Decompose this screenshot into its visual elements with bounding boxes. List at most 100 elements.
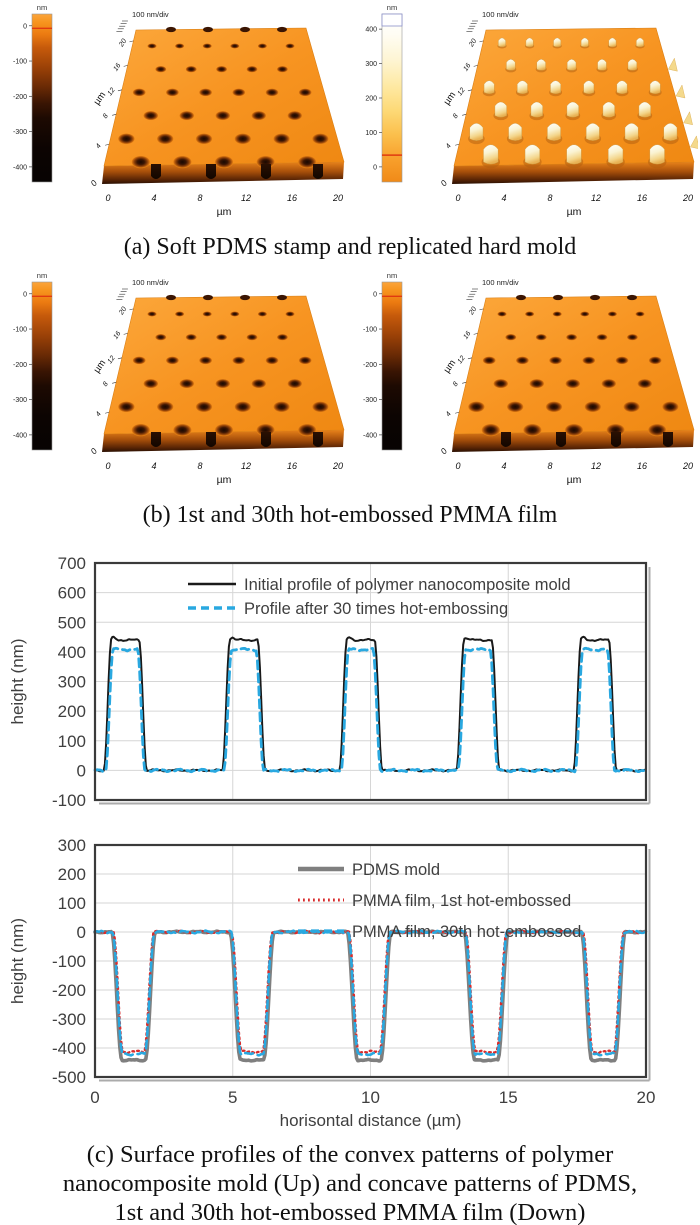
svg-text:-400: -400: [52, 1039, 86, 1058]
legend: PDMS mold PMMA film, 1st hot-embossed PMMA…: [298, 861, 581, 941]
svg-text:-100: -100: [52, 791, 86, 810]
svg-text:8: 8: [197, 193, 202, 203]
svg-text:20: 20: [118, 306, 129, 317]
svg-text:5: 5: [228, 1088, 237, 1107]
svg-text:Initial profile of polymer nan: Initial profile of polymer nanocomposite…: [244, 576, 571, 594]
svg-text:PMMA film, 1st hot-embossed: PMMA film, 1st hot-embossed: [352, 892, 571, 910]
svg-text:200: 200: [365, 96, 377, 103]
svg-text:400: 400: [365, 27, 377, 34]
svg-text:16: 16: [637, 193, 647, 203]
colorbar-gradient: [31, 281, 53, 451]
svg-text:-100: -100: [13, 59, 27, 66]
svg-text:300: 300: [58, 836, 86, 855]
svg-text:12: 12: [457, 355, 467, 365]
colorbar-unit-label: nm: [387, 271, 397, 280]
afm-panel-pmma-1st: nm 0 -100 -200 -300 -400 100 nm/div 0 4 8 12 16 20 µm…: [0, 268, 350, 492]
svg-text:4: 4: [151, 461, 156, 471]
svg-text:20: 20: [682, 461, 693, 471]
legend-item-initial-profile-of-polymer-nanocomposite-mold: Initial profile of polymer nanocomposite…: [188, 576, 571, 594]
surface-front-face: [452, 162, 694, 184]
svg-text:4: 4: [95, 143, 103, 150]
surface-front-face: [102, 162, 344, 184]
svg-text:-200: -200: [13, 362, 27, 369]
legend: Initial profile of polymer nanocomposite…: [188, 576, 571, 618]
svg-text:8: 8: [197, 461, 202, 471]
svg-text:-400: -400: [363, 432, 377, 439]
afm-3d-image-pillars: 100 nm/div 0 4 8 12 16 20 µm 0 20 16 12 8 4 µm: [438, 10, 698, 218]
x-axis-unit: µm: [217, 474, 232, 486]
svg-text:500: 500: [58, 613, 86, 632]
hole-features: [118, 311, 329, 437]
svg-text:-200: -200: [13, 94, 27, 101]
plot-frame: [93, 561, 648, 802]
colorbar-gradient: [381, 281, 403, 451]
svg-text:0: 0: [455, 193, 460, 203]
svg-text:0: 0: [105, 461, 110, 471]
colorbar-ticks: 0 -100 -200 -300 -400: [363, 291, 382, 439]
surface-top-face: [103, 295, 345, 435]
svg-text:700: 700: [58, 554, 86, 573]
afm-3d-image-holes: 100 nm/div 0 4 8 12 16 20 µm 0 20 16 12 8 4 µm: [88, 10, 345, 218]
series-pmma-film-30th-hot-embossed: [93, 929, 647, 1057]
y-tick-labels: -100 0 100 200 300 400 500 600 700: [52, 554, 86, 810]
svg-text:300: 300: [58, 673, 86, 692]
surface-top-face: [103, 27, 345, 167]
svg-text:PMMA film, 30th hot-embossed: PMMA film, 30th hot-embossed: [352, 923, 581, 941]
gridlines: [95, 844, 646, 1078]
svg-text:0: 0: [77, 761, 86, 780]
y-axis-unit: µm: [92, 90, 109, 107]
svg-text:16: 16: [462, 330, 472, 340]
x-axis-unit: µm: [217, 206, 232, 218]
legend-item-pdms-mold: PDMS mold: [298, 861, 440, 879]
surface-front-face: [452, 430, 694, 452]
svg-text:4: 4: [445, 143, 453, 150]
x-axis-unit: µm: [567, 474, 582, 486]
chart-lower-svg: -500 -400 -300 -200 -100 0 100 200 300 0 5 10 15 20 ho…: [8, 836, 655, 1130]
svg-text:0: 0: [438, 446, 449, 456]
svg-text:16: 16: [462, 62, 472, 72]
svg-text:-100: -100: [363, 327, 377, 334]
y-axis-unit: µm: [442, 358, 459, 375]
gridlines: [95, 562, 646, 801]
svg-text:200: 200: [58, 865, 86, 884]
svg-text:20: 20: [682, 193, 693, 203]
plot-frame: [93, 843, 648, 1079]
svg-text:20: 20: [332, 193, 343, 203]
svg-text:Profile after 30 times hot-emb: Profile after 30 times hot-embossing: [244, 600, 508, 618]
svg-text:-300: -300: [363, 397, 377, 404]
svg-text:16: 16: [637, 461, 647, 471]
svg-text:PDMS mold: PDMS mold: [352, 861, 440, 879]
svg-text:4: 4: [445, 411, 453, 418]
svg-text:4: 4: [95, 411, 103, 418]
svg-text:100: 100: [58, 732, 86, 751]
svg-text:-100: -100: [52, 952, 86, 971]
y-axis-unit: µm: [92, 358, 109, 375]
svg-text:8: 8: [547, 461, 552, 471]
afm-panel-pdms-stamp: nm 0 -100 -200 -300 -400 100 nm/div 0 4 8 12 16 20 µm…: [0, 0, 350, 224]
svg-text:0: 0: [373, 164, 377, 171]
svg-text:10: 10: [361, 1088, 380, 1107]
afm-3d-image-holes: 100 nm/div 0 4 8 12 16 20 µm 0 20 16 12 8 4 µm: [438, 278, 695, 486]
svg-text:0: 0: [88, 178, 99, 188]
svg-text:8: 8: [452, 113, 460, 120]
afm-3d-image-holes: 100 nm/div 0 4 8 12 16 20 µm 0 20 16 12 8 4 µm: [88, 278, 345, 486]
svg-text:8: 8: [102, 113, 110, 120]
chart-upper: -100 0 100 200 300 400 500 600 700 height (nm) Ini…: [0, 540, 700, 812]
svg-text:0: 0: [105, 193, 110, 203]
svg-text:12: 12: [107, 87, 117, 97]
svg-text:8: 8: [102, 381, 110, 388]
front-grooves: [151, 164, 323, 179]
colorbar-ticks: 0 -100 -200 -300 -400: [13, 23, 32, 171]
caption-c-line3: 1st and 30th hot-embossed PMMA film (Dow…: [114, 1199, 586, 1225]
svg-text:0: 0: [438, 178, 449, 188]
afm-row-a: nm 0 -100 -200 -300 -400 100 nm/div 0 4 8 12 16 20 µm…: [0, 0, 700, 224]
colorbar-unit-label: nm: [387, 3, 397, 12]
svg-text:0: 0: [23, 291, 27, 298]
svg-text:300: 300: [365, 61, 377, 68]
svg-text:400: 400: [58, 643, 86, 662]
svg-text:-300: -300: [13, 129, 27, 136]
edge-notches: [166, 26, 287, 33]
caption-c: (c) Surface profiles of the convex patte…: [0, 1140, 700, 1225]
pillar-features: [468, 37, 679, 169]
